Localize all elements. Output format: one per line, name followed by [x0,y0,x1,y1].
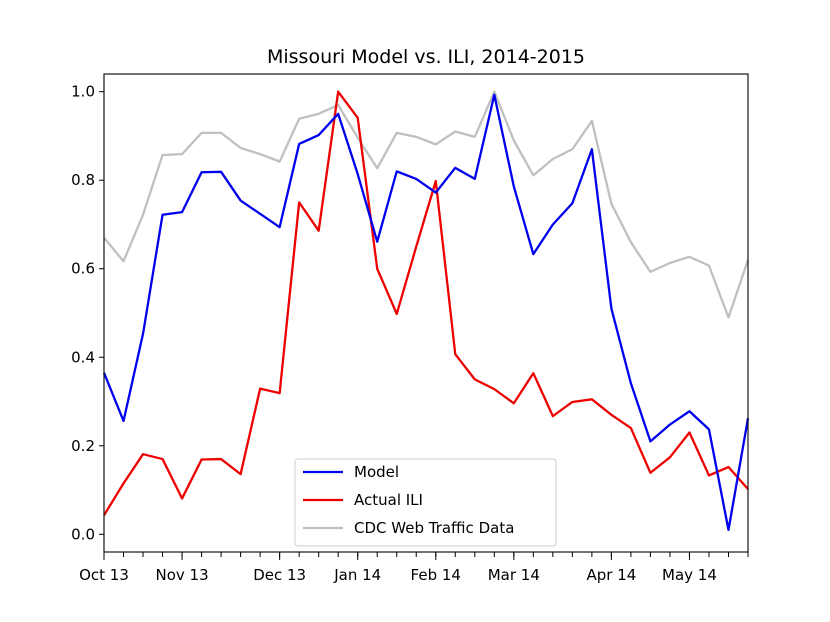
y-tick-label: 0.2 [71,437,95,455]
x-tick-label: Feb 14 [411,566,461,584]
legend-label-cdc-web-traffic-data: CDC Web Traffic Data [354,519,514,537]
y-tick-label: 0.0 [71,525,95,543]
x-tick-label: Apr 14 [586,566,636,584]
series-layer [102,90,750,532]
x-tick-label: Nov 13 [155,566,208,584]
y-tick-label: 0.6 [71,260,95,278]
series-line-actual-ili [103,90,749,516]
series-line-model [102,93,750,532]
y-tick-label: 1.0 [71,83,95,101]
y-axis: 0.0 0.2 0.4 0.6 0.8 1.0 [71,83,104,543]
plot-frame [103,73,749,553]
series-line-cdc-web-traffic-data [103,90,750,319]
x-tick-label: May 14 [662,566,717,584]
legend-label-actual-ili: Actual ILI [354,491,423,509]
y-tick-label: 0.4 [71,348,95,366]
legend-items: Model Actual ILI CDC Web Traffic Data [303,463,514,537]
x-tick-label: Dec 13 [253,566,306,584]
legend: Model Actual ILI CDC Web Traffic Data [294,458,557,547]
legend-box [294,458,557,547]
x-tick-label: Oct 13 [79,566,129,584]
x-axis: Oct 13 Nov 13 Dec 13 Jan 14 Feb 14 Mar 14 Apr … [79,552,749,584]
chart-title: Missouri Model vs. ILI, 2014-2015 [267,46,585,68]
y-tick-label: 0.8 [71,171,95,189]
x-tick-label: Mar 14 [488,566,540,584]
x-tick-label: Jan 14 [333,566,381,584]
legend-label-model: Model [354,463,399,481]
